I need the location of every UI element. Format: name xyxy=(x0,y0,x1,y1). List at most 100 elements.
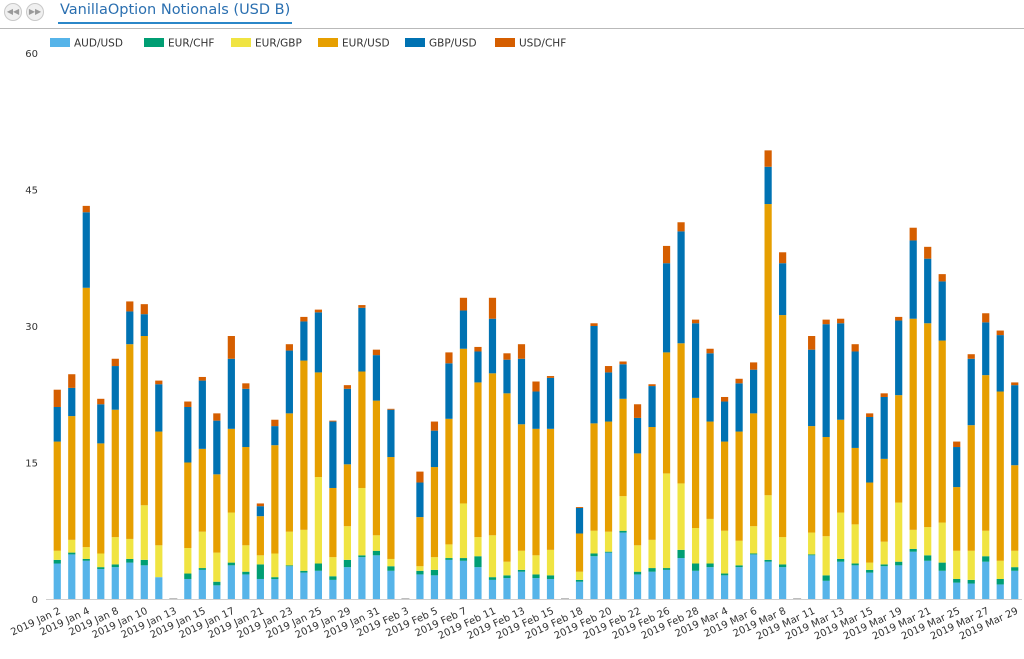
bar-segment-aud-usd[interactable] xyxy=(604,552,613,599)
bar-segment-eur-usd[interactable] xyxy=(851,447,859,525)
bar-segment-eur-chf[interactable] xyxy=(474,556,482,568)
bar-segment-gbp-usd[interactable] xyxy=(53,406,61,442)
legend-label-gbp-usd[interactable]: GBP/USD xyxy=(429,38,477,50)
bar-segment-usd-chf[interactable] xyxy=(213,413,221,421)
bar-segment-eur-usd[interactable] xyxy=(227,428,235,513)
bar-segment-gbp-usd[interactable] xyxy=(314,312,322,373)
bar-segment-gbp-usd[interactable] xyxy=(967,358,975,426)
bar-segment-eur-gbp[interactable] xyxy=(982,530,990,557)
bar-segment-usd-chf[interactable] xyxy=(198,376,206,381)
bar-segment-eur-gbp[interactable] xyxy=(416,566,424,571)
bar-segment-gbp-usd[interactable] xyxy=(764,166,772,205)
bar-segment-usd-chf[interactable] xyxy=(343,385,352,389)
legend-label-eur-chf[interactable]: EUR/CHF xyxy=(168,38,214,50)
bar-segment-eur-chf[interactable] xyxy=(822,575,830,581)
bar-segment-eur-chf[interactable] xyxy=(851,563,859,566)
bar-segment-eur-gbp[interactable] xyxy=(155,545,163,578)
bar-segment-eur-gbp[interactable] xyxy=(851,524,859,564)
bar-segment-eur-usd[interactable] xyxy=(633,453,642,546)
bar-segment-eur-usd[interactable] xyxy=(474,382,482,538)
bar-segment-eur-gbp[interactable] xyxy=(474,537,482,557)
bar-segment-eur-gbp[interactable] xyxy=(459,503,468,559)
bar-segment-gbp-usd[interactable] xyxy=(575,508,584,534)
bar-segment-gbp-usd[interactable] xyxy=(822,324,830,438)
bar-segment-aud-usd[interactable] xyxy=(662,569,671,599)
bar-segment-eur-chf[interactable] xyxy=(706,563,714,568)
bar-segment-gbp-usd[interactable] xyxy=(300,321,308,361)
bar-segment-aud-usd[interactable] xyxy=(633,574,642,599)
bar-segment-gbp-usd[interactable] xyxy=(271,426,279,446)
bar-segment-eur-gbp[interactable] xyxy=(590,530,598,554)
bar-segment-gbp-usd[interactable] xyxy=(1011,385,1019,466)
bar-segment-eur-chf[interactable] xyxy=(387,566,395,571)
bar-segment-aud-usd[interactable] xyxy=(430,575,439,599)
bar-segment-eur-usd[interactable] xyxy=(837,419,845,513)
bar-segment-eur-usd[interactable] xyxy=(967,425,975,551)
bar-segment-eur-gbp[interactable] xyxy=(97,553,105,568)
bar-segment-eur-usd[interactable] xyxy=(97,443,105,554)
bar-segment-gbp-usd[interactable] xyxy=(416,482,424,518)
bar-segment-aud-usd[interactable] xyxy=(126,562,134,599)
bar-segment-aud-usd[interactable] xyxy=(808,555,816,599)
bar-segment-eur-chf[interactable] xyxy=(97,567,105,569)
bar-segment-eur-gbp[interactable] xyxy=(126,538,134,559)
bar-segment-eur-gbp[interactable] xyxy=(938,522,946,563)
bar-segment-gbp-usd[interactable] xyxy=(604,372,613,422)
bar-segment-gbp-usd[interactable] xyxy=(242,388,250,448)
bar-segment-eur-chf[interactable] xyxy=(924,555,932,561)
tab-vanilla-option-notionals[interactable]: VanillaOption Notionals (USD B) xyxy=(58,0,293,24)
bar-segment-eur-gbp[interactable] xyxy=(532,555,540,575)
bar-segment-eur-gbp[interactable] xyxy=(285,531,293,566)
bar-segment-gbp-usd[interactable] xyxy=(82,212,90,288)
bar-segment-aud-usd[interactable] xyxy=(474,567,482,599)
bar-segment-usd-chf[interactable] xyxy=(837,318,845,324)
bar-segment-gbp-usd[interactable] xyxy=(532,391,540,429)
bar-segment-eur-chf[interactable] xyxy=(575,579,584,582)
bar-segment-gbp-usd[interactable] xyxy=(866,417,874,483)
bar-segment-gbp-usd[interactable] xyxy=(140,314,148,337)
bar-segment-eur-usd[interactable] xyxy=(198,448,206,532)
bar-segment-usd-chf[interactable] xyxy=(779,252,787,264)
bar-segment-eur-gbp[interactable] xyxy=(372,535,381,551)
bar-segment-gbp-usd[interactable] xyxy=(982,322,990,376)
bar-segment-gbp-usd[interactable] xyxy=(329,421,337,488)
bar-segment-usd-chf[interactable] xyxy=(227,336,235,359)
bar-segment-gbp-usd[interactable] xyxy=(880,396,888,459)
bar-segment-aud-usd[interactable] xyxy=(300,572,308,599)
bar-segment-eur-chf[interactable] xyxy=(213,581,221,586)
bar-segment-gbp-usd[interactable] xyxy=(111,366,119,410)
bar-segment-aud-usd[interactable] xyxy=(953,582,961,599)
bar-segment-eur-gbp[interactable] xyxy=(387,558,395,567)
bar-segment-eur-gbp[interactable] xyxy=(764,495,772,560)
bar-segment-eur-usd[interactable] xyxy=(256,516,264,556)
bar-segment-eur-usd[interactable] xyxy=(155,431,163,546)
bar-segment-eur-gbp[interactable] xyxy=(662,473,671,569)
bar-segment-aud-usd[interactable] xyxy=(329,579,337,599)
bar-segment-eur-gbp[interactable] xyxy=(677,483,685,550)
bar-segment-gbp-usd[interactable] xyxy=(387,409,395,458)
bar-segment-usd-chf[interactable] xyxy=(546,376,555,378)
bar-segment-eur-usd[interactable] xyxy=(590,423,598,531)
bar-segment-eur-usd[interactable] xyxy=(140,336,148,506)
bar-segment-eur-chf[interactable] xyxy=(590,553,598,557)
bar-segment-aud-usd[interactable] xyxy=(735,567,743,599)
bar-segment-usd-chf[interactable] xyxy=(53,389,61,407)
bar-segment-aud-usd[interactable] xyxy=(967,583,975,599)
bar-segment-usd-chf[interactable] xyxy=(416,471,424,483)
bar-segment-eur-gbp[interactable] xyxy=(271,553,279,578)
bar-segment-usd-chf[interactable] xyxy=(619,361,627,365)
bar-segment-gbp-usd[interactable] xyxy=(735,383,743,432)
bar-segment-eur-usd[interactable] xyxy=(213,474,221,553)
bar-segment-usd-chf[interactable] xyxy=(590,323,598,326)
bar-segment-aud-usd[interactable] xyxy=(416,574,424,599)
bar-segment-eur-gbp[interactable] xyxy=(706,518,714,564)
bar-segment-aud-usd[interactable] xyxy=(648,571,656,599)
bar-segment-usd-chf[interactable] xyxy=(358,305,366,308)
bar-segment-usd-chf[interactable] xyxy=(256,503,264,507)
bar-segment-eur-gbp[interactable] xyxy=(358,487,366,556)
bar-segment-gbp-usd[interactable] xyxy=(213,420,221,475)
bar-segment-eur-gbp[interactable] xyxy=(779,537,787,565)
bar-segment-usd-chf[interactable] xyxy=(68,374,76,388)
bar-segment-eur-usd[interactable] xyxy=(82,287,90,548)
bar-segment-aud-usd[interactable] xyxy=(343,567,352,599)
